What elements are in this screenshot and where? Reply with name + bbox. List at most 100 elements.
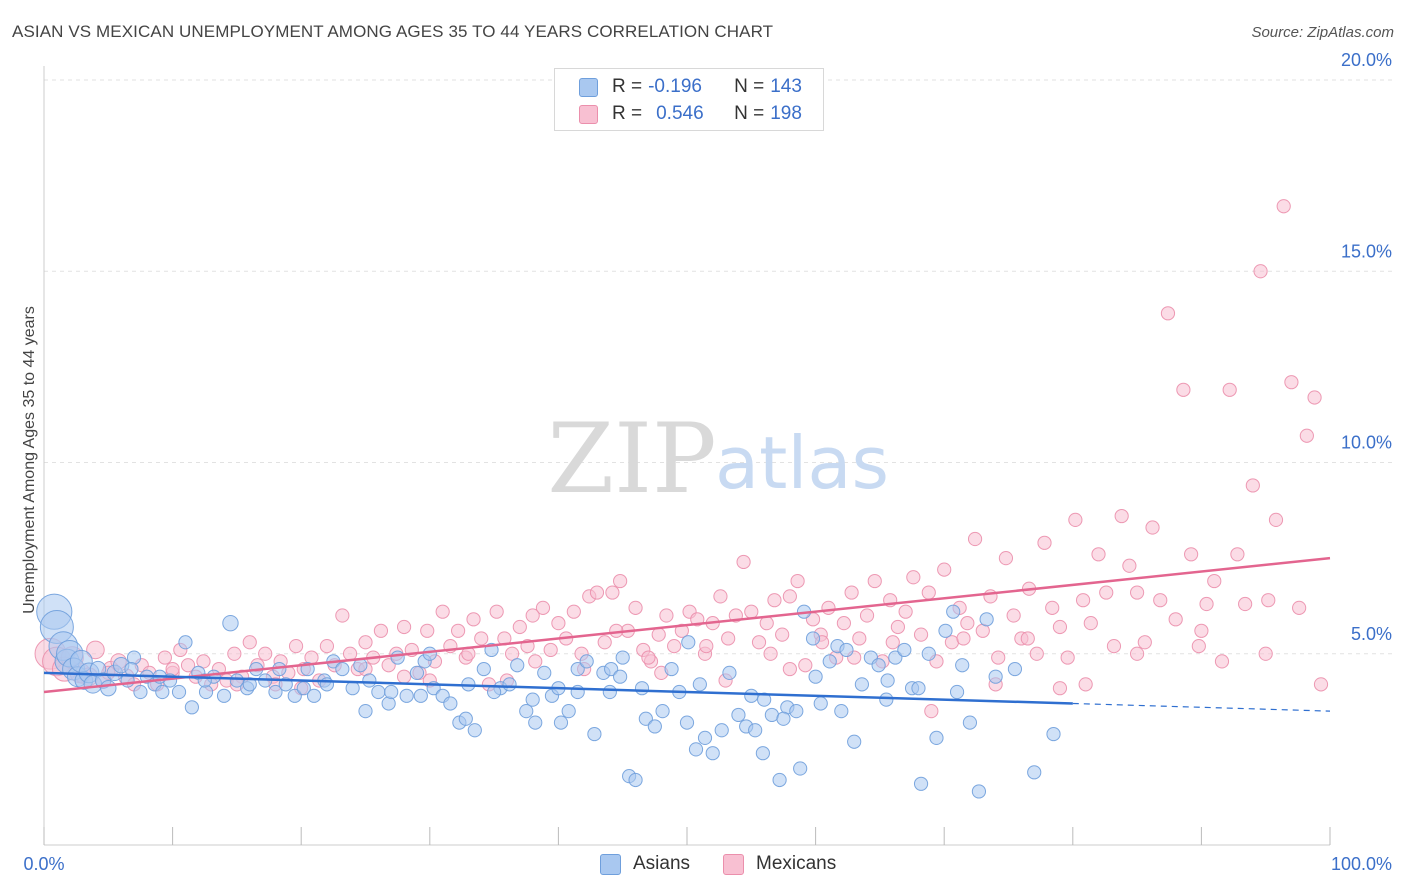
mexicans-point: [956, 631, 971, 646]
mexicans-r-label: R =: [612, 103, 643, 124]
legend-row-mexicans: R = 0.546 N = 198: [579, 103, 802, 125]
asians-point: [287, 688, 302, 703]
asians-point: [319, 677, 335, 692]
mexicans-n-value: 198: [770, 103, 802, 124]
y-tick-label: 20.0%: [1341, 50, 1392, 70]
mexicans-point: [1222, 382, 1237, 397]
asians-point: [834, 704, 849, 719]
asians-point: [345, 681, 360, 696]
mexicans-point: [1184, 547, 1199, 562]
mexicans-point: [319, 639, 335, 654]
asians-point: [570, 661, 585, 677]
mexicans-point: [165, 661, 180, 677]
mexicans-point: [566, 604, 581, 619]
asians-point: [793, 761, 808, 776]
asians-point: [688, 742, 704, 757]
mexicans-point: [1299, 428, 1314, 443]
asians-n-value: 143: [770, 76, 802, 97]
mexicans-point: [466, 612, 481, 627]
mexicans-point: [1276, 199, 1291, 214]
asians-point: [776, 711, 791, 726]
asians-point: [409, 665, 425, 680]
mexicans-point: [1268, 512, 1284, 527]
mexicans-point: [543, 642, 558, 658]
asians-point: [664, 661, 679, 677]
asians-trend-extension: [1072, 702, 1331, 712]
mexicans-point: [288, 639, 304, 654]
asians-r-label: R =: [612, 76, 643, 97]
asians-point: [216, 688, 232, 703]
grid-lines: [44, 79, 1392, 655]
asians-point: [384, 684, 399, 700]
mexicans-point: [1137, 635, 1152, 650]
asians-point: [613, 669, 628, 684]
mexicans-point: [613, 573, 628, 589]
mexicans-point: [335, 608, 350, 623]
asians-point: [979, 612, 994, 627]
asians-point: [390, 650, 405, 665]
mexicans-point: [937, 562, 952, 577]
mexicans-point: [898, 604, 913, 619]
y-tick-label: 5.0%: [1351, 624, 1392, 644]
mexicans-point: [967, 531, 983, 547]
asians-point: [561, 704, 576, 719]
asians-point: [789, 704, 804, 719]
x-tick-label-min: 0.0%: [23, 854, 64, 874]
bottom-legend-asians: Asians: [600, 852, 690, 876]
mexicans-point: [859, 608, 875, 623]
mexicans-point: [1238, 596, 1253, 612]
mexicans-point: [713, 589, 728, 604]
mexicans-point: [381, 658, 396, 673]
mexicans-point: [836, 616, 851, 631]
mexicans-point: [1292, 600, 1307, 615]
mexicans-swatch: [579, 104, 598, 124]
mexicans-point: [960, 616, 975, 631]
mexicans-point: [759, 616, 774, 631]
asians-point: [888, 650, 903, 665]
trend-lines: [43, 556, 1331, 712]
mexicans-point: [924, 704, 939, 719]
mexicans-point: [1214, 654, 1230, 669]
asians-points: [36, 593, 1061, 799]
asians-point: [579, 654, 594, 669]
asians-point: [808, 669, 823, 684]
mexicans-point: [1130, 646, 1145, 661]
asians-point: [476, 661, 491, 677]
mexicans-point: [1052, 619, 1068, 635]
asians-point: [647, 719, 662, 734]
asians-point: [587, 726, 602, 742]
asians-point: [615, 650, 630, 665]
mexicans-point: [528, 654, 543, 669]
mexicans-point: [1145, 520, 1160, 535]
asians-point: [229, 673, 244, 688]
asians-point: [839, 642, 854, 658]
y-tick-label: 10.0%: [1341, 433, 1392, 453]
asians-point: [655, 704, 670, 719]
mexicans-point: [450, 623, 466, 638]
mexicans-point: [1199, 596, 1214, 612]
mexicans-point: [157, 650, 172, 665]
mexicans-point: [1130, 585, 1145, 600]
asians-point: [525, 692, 540, 707]
mexicans-point: [991, 650, 1006, 665]
mexicans-trend-line: [43, 556, 1331, 694]
mexicans-point: [1253, 264, 1268, 279]
mexicans-point: [867, 573, 882, 589]
asians-point: [371, 684, 386, 700]
asians-point: [949, 684, 965, 700]
asians-point: [879, 692, 894, 707]
mexicans-point: [1037, 535, 1052, 550]
mexicans-point: [1307, 390, 1322, 405]
asians-point: [222, 614, 239, 632]
mexicans-point: [913, 627, 929, 642]
asians-point: [679, 715, 695, 730]
asians-point: [443, 696, 458, 711]
mexicans-point: [667, 639, 682, 654]
asians-point: [537, 665, 552, 680]
correlation-legend: R = -0.196 N = 143 R = 0.546 N = 198: [554, 68, 824, 131]
mexicans-point: [396, 619, 412, 635]
mexicans-point: [775, 627, 790, 642]
mexicans-point: [551, 616, 566, 631]
asians-point: [962, 715, 978, 730]
